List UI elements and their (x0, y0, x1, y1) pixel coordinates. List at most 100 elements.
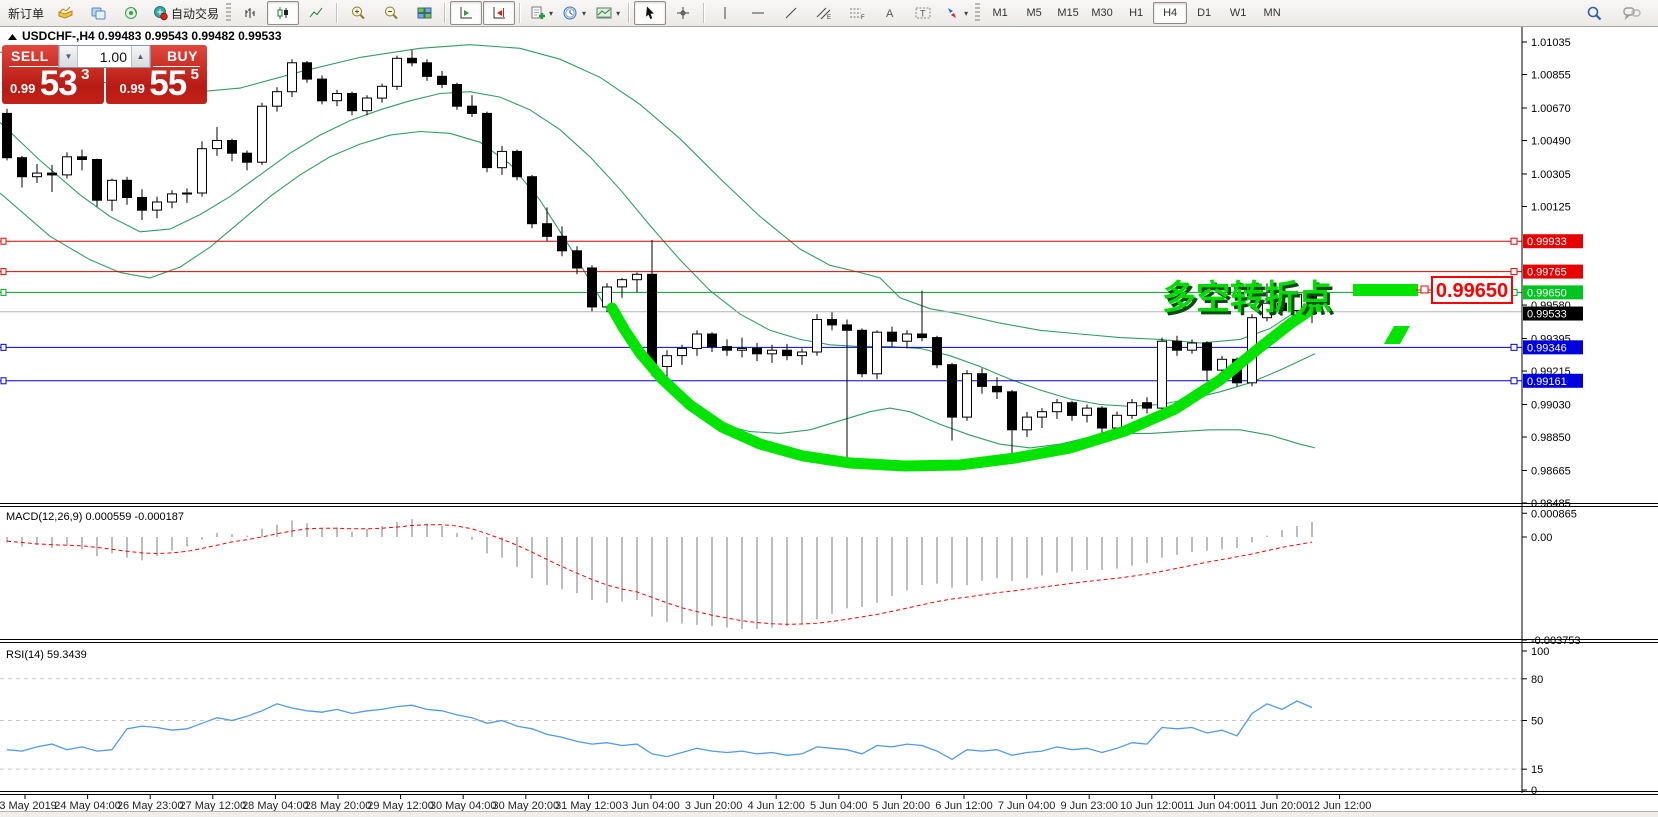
svg-text:50: 50 (1531, 716, 1543, 728)
volume-down-button[interactable]: ▼ (59, 46, 78, 67)
auto-scroll-button[interactable] (450, 1, 483, 25)
candle (137, 197, 147, 211)
svg-text:-0.003753: -0.003753 (1531, 635, 1581, 647)
candle (692, 333, 702, 349)
cursor-icon (643, 5, 657, 21)
tf-w1[interactable]: W1 (1229, 7, 1247, 19)
svg-text:0: 0 (1531, 785, 1537, 797)
candle (947, 364, 957, 418)
candle (1127, 402, 1137, 416)
zoom-in-icon (350, 5, 367, 21)
templates-button[interactable]: ▾ (591, 1, 624, 25)
date-label: 30 May 04:00 (430, 800, 497, 812)
fibonacci-button[interactable]: F (841, 1, 873, 25)
candle (617, 279, 627, 288)
svg-text:1.00855: 1.00855 (1531, 70, 1571, 82)
line-chart-button[interactable] (300, 1, 332, 25)
zoom-out-button[interactable] (375, 1, 407, 25)
vertical-line-button[interactable] (709, 1, 741, 25)
toolbar-right (1578, 1, 1654, 25)
auto-scroll-icon (458, 5, 474, 21)
cursor-button[interactable] (634, 1, 667, 25)
candle (17, 157, 27, 178)
text-label-button[interactable]: T (907, 1, 939, 25)
bar-chart-button[interactable] (234, 1, 266, 25)
candle (632, 273, 642, 281)
tile-windows-button[interactable] (408, 1, 440, 25)
svg-text:0.98850: 0.98850 (1531, 432, 1571, 444)
svg-text:T: T (920, 9, 926, 19)
search-icon (1585, 5, 1603, 22)
candle (737, 347, 747, 351)
tf-m5[interactable]: M5 (1026, 7, 1042, 19)
saucer-arc (606, 299, 1324, 472)
annotation-shadow: 多空转折点 (1165, 282, 1335, 320)
chat-button[interactable] (1616, 1, 1648, 25)
channel-icon: E (815, 5, 833, 21)
volume-up-button[interactable]: ▲ (131, 46, 150, 67)
tf-h4[interactable]: H4 (1153, 2, 1188, 24)
text-button[interactable]: A (874, 1, 906, 25)
navigator-icon (90, 5, 107, 21)
equidistant-channel-button[interactable]: E (808, 1, 840, 25)
autotrade-button[interactable]: 自动交易 (148, 1, 223, 25)
clock-icon (562, 5, 579, 21)
svg-text:0.99533: 0.99533 (1527, 309, 1567, 321)
date-label: 29 May 12:00 (367, 800, 434, 812)
candle (1142, 402, 1152, 409)
svg-text:80: 80 (1531, 674, 1543, 686)
chevron-down-icon: ▾ (549, 8, 554, 18)
autotrade-icon (152, 5, 169, 21)
zoom-in-button[interactable] (342, 1, 374, 25)
candle (242, 152, 252, 163)
search-button[interactable] (1578, 1, 1610, 25)
toolbar-separator (628, 3, 631, 23)
vertical-line-icon (718, 5, 732, 21)
svg-text:0.99933: 0.99933 (1527, 236, 1567, 248)
candlestick-chart-button[interactable] (267, 1, 300, 25)
trendline-button[interactable] (775, 1, 807, 25)
new-order-button[interactable]: 新订单 (4, 1, 48, 25)
macd-label: MACD(12,26,9) 0.000559 -0.000187 (6, 511, 184, 523)
arrows-icon (944, 5, 961, 21)
candle (542, 223, 552, 237)
chart-shift-button[interactable] (483, 1, 516, 25)
terminal-button[interactable] (115, 1, 147, 25)
candle (302, 62, 312, 80)
candle (917, 333, 927, 339)
new-chart-button[interactable]: ▾ (525, 1, 557, 25)
horizontal-line-button[interactable] (742, 1, 774, 25)
tf-m15[interactable]: M15 (1057, 7, 1079, 19)
candle (1157, 340, 1167, 409)
tf-h1[interactable]: H1 (1129, 7, 1144, 19)
candle (167, 193, 177, 203)
date-label: 28 May 04:00 (242, 800, 309, 812)
arrows-button[interactable]: ▾ (940, 1, 972, 25)
navigator-button[interactable] (82, 1, 114, 25)
tf-m1[interactable]: M1 (992, 7, 1008, 19)
svg-text:1.00670: 1.00670 (1531, 103, 1571, 115)
tf-m30[interactable]: M30 (1091, 7, 1113, 19)
tf-mn[interactable]: MN (1263, 7, 1281, 19)
candle (587, 267, 597, 308)
periods-button[interactable]: ▾ (558, 1, 590, 25)
new-chart-icon (529, 5, 546, 21)
fibonacci-icon: F (848, 5, 866, 21)
svg-text:1.01035: 1.01035 (1531, 37, 1571, 49)
buy-price-big: 55 (149, 64, 187, 103)
sell-price-big: 53 (39, 64, 78, 103)
crosshair-button[interactable] (667, 1, 699, 25)
tf-d1[interactable]: D1 (1197, 7, 1212, 19)
date-label: 26 May 23:00 (117, 800, 184, 812)
date-label: 4 Jun 12:00 (747, 800, 805, 812)
market-watch-button[interactable] (49, 1, 81, 25)
svg-text:0.98485: 0.98485 (1531, 498, 1571, 510)
signal-icon (123, 5, 140, 21)
rsi-line (6, 700, 1313, 761)
sell-price: 0.99 53 3 (10, 66, 90, 101)
svg-text:0.99161: 0.99161 (1527, 376, 1567, 388)
sell-label: SELL (9, 48, 63, 67)
volume-input[interactable]: 1.00 (99, 49, 127, 65)
date-label: 5 Jun 20:00 (873, 800, 931, 812)
